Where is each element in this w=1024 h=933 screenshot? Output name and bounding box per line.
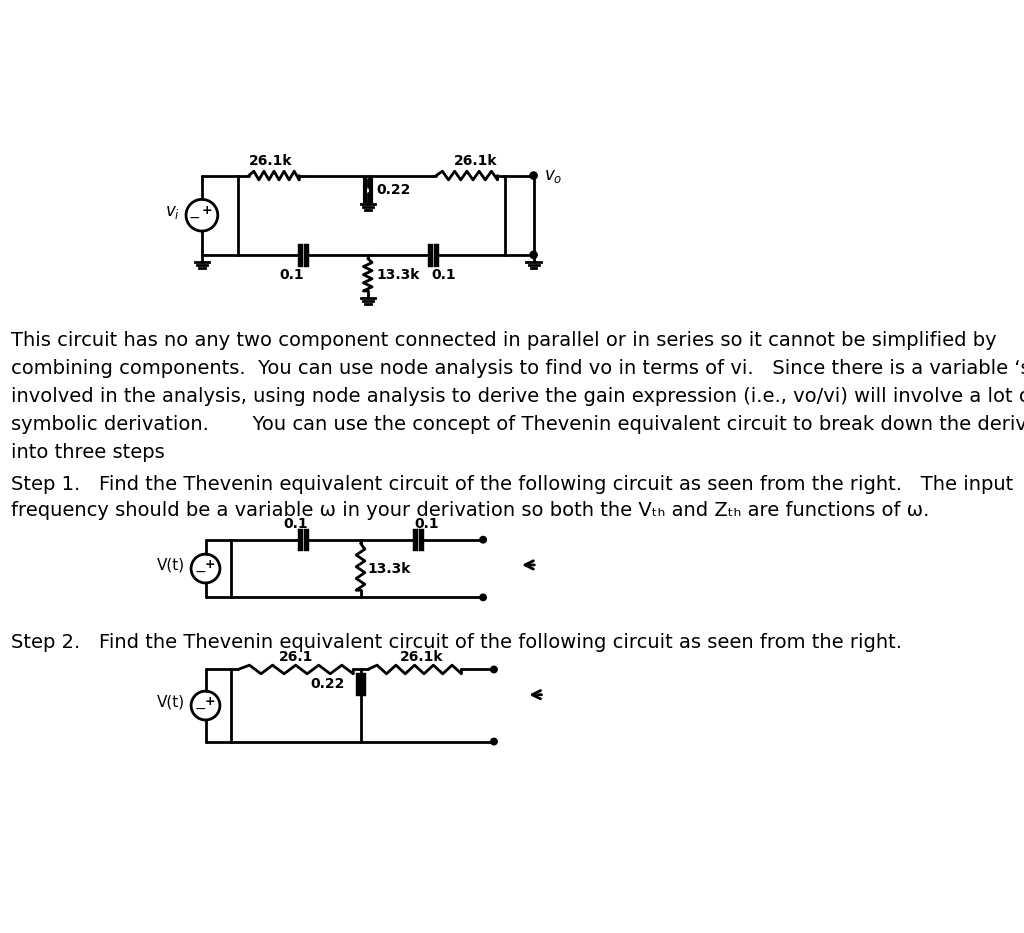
- Text: −: −: [195, 703, 206, 717]
- Circle shape: [530, 172, 538, 179]
- Text: 0.22: 0.22: [310, 677, 345, 691]
- Text: V(t): V(t): [158, 694, 185, 709]
- Circle shape: [530, 251, 538, 258]
- Text: 0.22: 0.22: [377, 183, 411, 197]
- Text: frequency should be a variable ω in your derivation so both the Vₜₕ and Zₜₕ are : frequency should be a variable ω in your…: [11, 501, 929, 521]
- Text: This circuit has no any two component connected in parallel or in series so it c: This circuit has no any two component co…: [11, 330, 1024, 462]
- Text: 0.1: 0.1: [280, 268, 304, 282]
- Text: +: +: [202, 203, 212, 216]
- Circle shape: [480, 536, 486, 543]
- Circle shape: [490, 738, 498, 745]
- Text: $v_i$: $v_i$: [165, 202, 180, 220]
- Text: V(t): V(t): [158, 557, 185, 573]
- Text: +: +: [205, 695, 215, 708]
- Text: $v_o$: $v_o$: [545, 167, 563, 185]
- Text: 26.1k: 26.1k: [455, 154, 498, 168]
- Text: 26.1: 26.1: [279, 649, 312, 663]
- Text: 0.1: 0.1: [415, 517, 439, 531]
- Circle shape: [480, 594, 486, 601]
- Text: 13.3k: 13.3k: [377, 268, 420, 282]
- Text: Step 1.   Find the Thevenin equivalent circuit of the following circuit as seen : Step 1. Find the Thevenin equivalent cir…: [11, 475, 1013, 494]
- Text: 0.1: 0.1: [431, 268, 456, 282]
- Text: +: +: [205, 558, 215, 571]
- Text: 13.3k: 13.3k: [368, 562, 411, 576]
- Text: −: −: [195, 565, 206, 579]
- Text: −: −: [188, 211, 201, 225]
- Text: 26.1k: 26.1k: [400, 649, 443, 663]
- Text: Step 2.   Find the Thevenin equivalent circuit of the following circuit as seen : Step 2. Find the Thevenin equivalent cir…: [11, 634, 902, 652]
- Text: 0.1: 0.1: [284, 517, 308, 531]
- Circle shape: [490, 666, 498, 673]
- Text: 26.1k: 26.1k: [249, 154, 292, 168]
